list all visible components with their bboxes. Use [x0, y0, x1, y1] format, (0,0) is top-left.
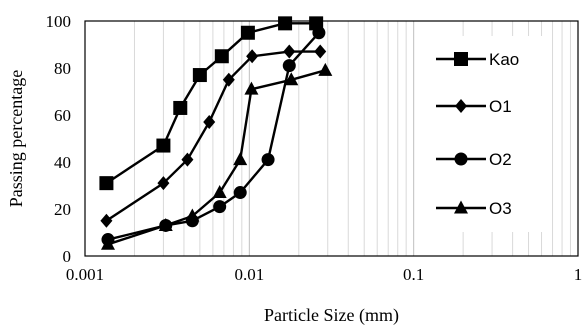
y-tick-label: 0 [63, 247, 72, 266]
legend-marker-o2 [454, 152, 468, 166]
data-point-o1 [283, 44, 296, 59]
data-point-o3 [233, 152, 248, 166]
data-point-o2 [282, 59, 296, 73]
plot-area-frame [84, 20, 579, 257]
tick-labels: 0.001 0.01 0.1 1 0 20 40 60 80 100 [46, 12, 583, 284]
x-tick-label: 0.01 [234, 265, 264, 284]
legend-marker-kao [454, 52, 468, 66]
data-point-o1 [100, 213, 113, 228]
data-point-o1 [181, 152, 194, 167]
data-point-o1 [203, 115, 216, 130]
y-tick-label: 100 [46, 12, 72, 31]
x-axis-title: Particle Size (mm) [264, 305, 399, 326]
data-point-kao [156, 138, 171, 153]
x-tick-label: 0.001 [66, 265, 104, 284]
data-point-kao [173, 100, 188, 115]
legend-item-o2: O2 [436, 150, 512, 169]
series-line-o3 [107, 69, 326, 246]
x-tick-label: 1 [574, 265, 583, 284]
data-point-o3 [185, 208, 200, 222]
data-point-o3 [158, 217, 173, 231]
y-axis-title: Passing percentage [6, 70, 26, 207]
y-tick-label: 80 [54, 59, 71, 78]
y-tick-label: 40 [54, 153, 71, 172]
series-o3 [100, 62, 333, 250]
y-tick-label: 20 [54, 200, 71, 219]
legend-item-kao: Kao [436, 50, 519, 69]
data-point-o2 [213, 200, 227, 214]
y-tick-label: 60 [54, 106, 71, 125]
data-point-o3 [100, 236, 115, 250]
data-point-o3 [244, 81, 259, 95]
legend-label: Kao [489, 50, 519, 69]
legend: Kao O1 O2 O3 [428, 36, 546, 232]
data-point-kao [214, 49, 229, 64]
data-point-o2 [261, 153, 275, 167]
data-point-kao [240, 25, 255, 40]
series-o2 [101, 26, 326, 247]
series-layer [99, 16, 333, 250]
data-point-o3 [318, 62, 333, 76]
legend-item-o3: O3 [436, 199, 512, 218]
data-point-kao [192, 68, 207, 83]
series-line-kao [105, 22, 317, 185]
series-kao [99, 16, 324, 191]
legend-item-o1: O1 [436, 97, 512, 116]
data-point-o2 [233, 186, 247, 200]
data-point-o1 [222, 72, 235, 87]
legend-marker-o1 [455, 99, 467, 113]
legend-label: O3 [489, 199, 512, 218]
data-point-kao [278, 16, 293, 31]
x-tick-label: 0.1 [403, 265, 424, 284]
data-point-o2 [312, 26, 326, 40]
legend-marker-o3 [454, 200, 468, 214]
series-o1 [100, 44, 327, 228]
data-point-o3 [212, 185, 227, 199]
data-point-o1 [246, 49, 259, 64]
data-point-o3 [284, 72, 299, 86]
series-line-o1 [105, 50, 321, 222]
data-point-o1 [157, 176, 170, 191]
legend-label: O2 [489, 150, 512, 169]
data-point-o1 [314, 44, 327, 59]
data-point-kao [99, 176, 114, 191]
legend-label: O1 [489, 97, 512, 116]
legend-background [428, 36, 546, 232]
